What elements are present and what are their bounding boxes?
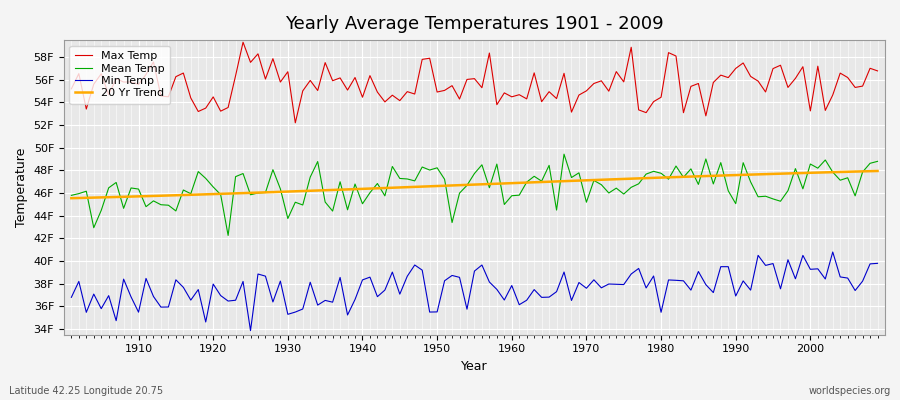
Line: 20 Yr Trend: 20 Yr Trend xyxy=(71,171,878,198)
Min Temp xyxy=(603,282,614,286)
Max Temp xyxy=(349,75,360,80)
Mean Temp xyxy=(222,233,233,238)
20 Yr Trend xyxy=(872,168,883,173)
Min Temp xyxy=(827,250,838,254)
Line: Max Temp: Max Temp xyxy=(71,42,878,123)
Mean Temp xyxy=(514,193,525,198)
Max Temp xyxy=(66,86,77,91)
Mean Temp xyxy=(297,202,308,207)
Line: Mean Temp: Mean Temp xyxy=(71,154,878,236)
Legend: Max Temp, Mean Temp, Min Temp, 20 Yr Trend: Max Temp, Mean Temp, Min Temp, 20 Yr Tre… xyxy=(69,46,170,104)
Mean Temp xyxy=(872,159,883,164)
Line: Min Temp: Min Temp xyxy=(71,252,878,331)
Y-axis label: Temperature: Temperature xyxy=(15,148,28,227)
Min Temp xyxy=(342,312,353,317)
Mean Temp xyxy=(66,193,77,198)
Max Temp xyxy=(611,69,622,74)
20 Yr Trend xyxy=(66,196,77,200)
Max Temp xyxy=(521,96,532,101)
20 Yr Trend xyxy=(290,189,301,194)
Max Temp xyxy=(126,80,137,84)
Mean Temp xyxy=(342,208,353,212)
20 Yr Trend xyxy=(335,187,346,192)
20 Yr Trend xyxy=(499,181,509,186)
X-axis label: Year: Year xyxy=(461,360,488,373)
Min Temp xyxy=(297,306,308,311)
Mean Temp xyxy=(611,186,622,190)
Min Temp xyxy=(126,294,137,299)
Max Temp xyxy=(514,92,525,97)
Max Temp xyxy=(872,68,883,73)
Min Temp xyxy=(66,295,77,300)
Text: worldspecies.org: worldspecies.org xyxy=(809,386,891,396)
Max Temp xyxy=(305,78,316,83)
Min Temp xyxy=(245,328,256,333)
Title: Yearly Average Temperatures 1901 - 2009: Yearly Average Temperatures 1901 - 2009 xyxy=(285,15,664,33)
Min Temp xyxy=(507,283,517,288)
Text: Latitude 42.25 Longitude 20.75: Latitude 42.25 Longitude 20.75 xyxy=(9,386,163,396)
20 Yr Trend xyxy=(596,177,607,182)
Mean Temp xyxy=(559,152,570,156)
Max Temp xyxy=(238,40,248,44)
20 Yr Trend xyxy=(507,181,517,186)
20 Yr Trend xyxy=(126,194,137,199)
Mean Temp xyxy=(126,186,137,190)
Max Temp xyxy=(290,120,301,125)
Mean Temp xyxy=(507,193,517,198)
Min Temp xyxy=(872,261,883,266)
Min Temp xyxy=(514,302,525,307)
